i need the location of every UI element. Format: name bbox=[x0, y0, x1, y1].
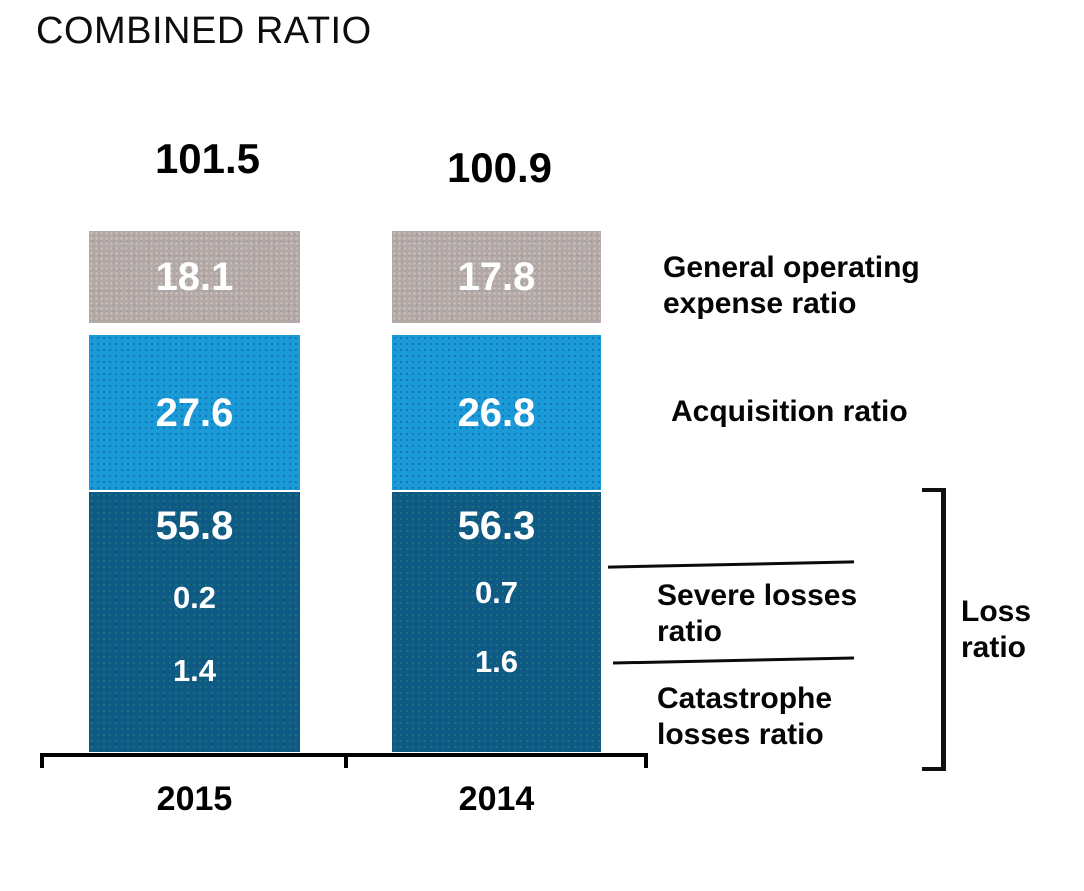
segment-general-expense-2014: 17.8 bbox=[392, 231, 601, 323]
label-general-operating-expense-ratio: General operating expense ratio bbox=[663, 251, 920, 320]
value-severe-losses-2015: 0.2 bbox=[172, 580, 217, 615]
separator-line-catastrophe bbox=[612, 656, 855, 665]
value-severe-losses-2014: 0.7 bbox=[474, 575, 519, 610]
total-label-2015: 101.5 bbox=[154, 135, 261, 182]
chart-title: COMBINED RATIO bbox=[36, 10, 372, 52]
value-loss-2014: 56.3 bbox=[457, 504, 536, 548]
segment-acquisition-2014: 26.8 bbox=[392, 335, 601, 490]
separator-line-severe bbox=[607, 560, 855, 569]
loss-ratio-bracket bbox=[922, 488, 946, 771]
x-axis-tick-right bbox=[644, 753, 648, 768]
value-catastrophe-losses-2015: 1.4 bbox=[172, 653, 217, 688]
value-acquisition-2015: 27.6 bbox=[155, 390, 234, 435]
value-general-expense-2015: 18.1 bbox=[155, 255, 234, 299]
total-label-2014: 100.9 bbox=[446, 144, 553, 191]
category-label-2014: 2014 bbox=[458, 780, 535, 818]
label-loss-ratio: Loss ratio bbox=[961, 595, 1032, 664]
value-loss-2015: 55.8 bbox=[155, 504, 234, 548]
value-general-expense-2014: 17.8 bbox=[457, 255, 536, 299]
value-acquisition-2014: 26.8 bbox=[457, 390, 536, 435]
segment-general-expense-2015: 18.1 bbox=[89, 231, 300, 323]
x-axis-tick-middle bbox=[344, 753, 348, 768]
segment-acquisition-2015: 27.6 bbox=[89, 335, 300, 490]
label-acquisition-ratio: Acquisition ratio bbox=[671, 395, 908, 428]
label-catastrophe-losses-ratio: Catastrophe losses ratio bbox=[657, 682, 833, 751]
x-axis-tick-left bbox=[40, 753, 44, 768]
value-catastrophe-losses-2014: 1.6 bbox=[474, 644, 519, 679]
label-severe-losses-ratio: Severe losses ratio bbox=[657, 579, 858, 648]
segment-loss-ratio-2015: 55.8 0.2 1.4 bbox=[89, 492, 300, 752]
segment-loss-ratio-2014: 56.3 0.7 1.6 bbox=[392, 492, 601, 752]
category-label-2015: 2015 bbox=[156, 780, 233, 818]
